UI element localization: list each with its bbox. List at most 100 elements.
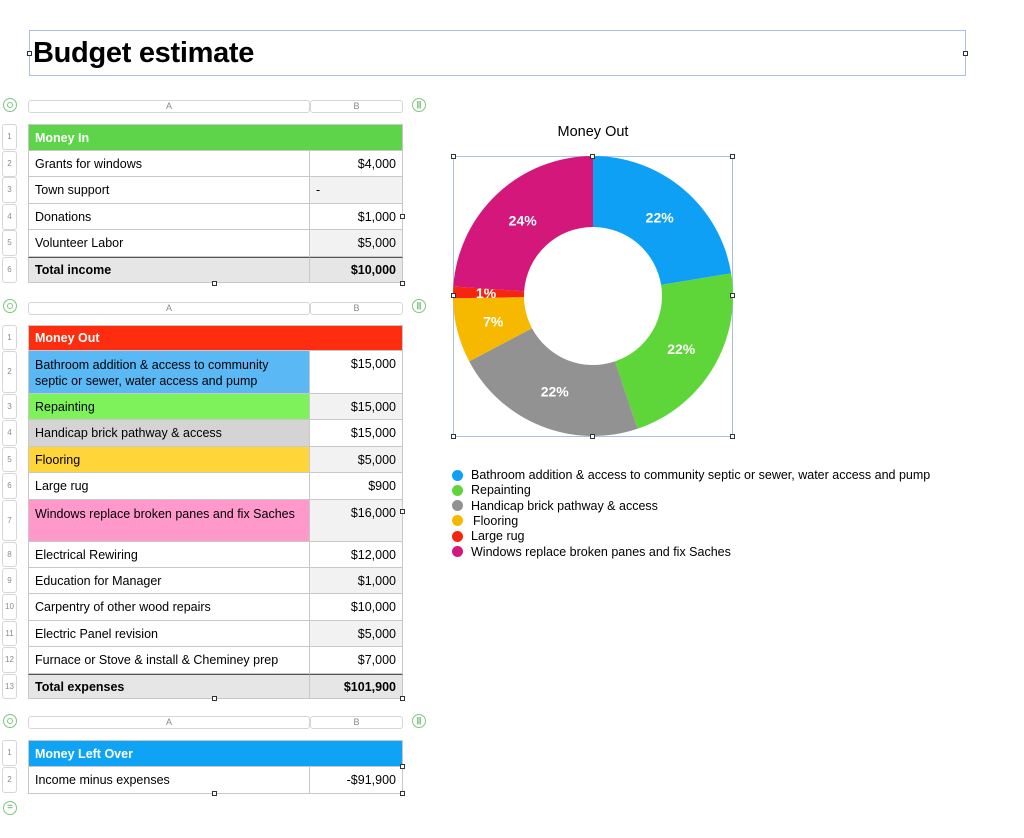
table-cell[interactable]: Repainting bbox=[28, 394, 310, 420]
table-cell[interactable]: Flooring bbox=[28, 447, 310, 473]
row-number[interactable]: 9 bbox=[2, 568, 17, 593]
row-number[interactable]: 2 bbox=[2, 351, 17, 393]
money-left-header[interactable]: Money Left Over bbox=[28, 740, 403, 767]
resize-handle[interactable] bbox=[400, 791, 405, 796]
resize-handle[interactable] bbox=[963, 51, 968, 56]
legend-item[interactable]: Bathroom addition & access to community … bbox=[452, 468, 930, 482]
row-number[interactable]: 5 bbox=[2, 447, 17, 472]
row-number[interactable]: 10 bbox=[2, 594, 17, 620]
money-out-header[interactable]: Money Out bbox=[28, 325, 403, 351]
column-header-a[interactable]: A bbox=[28, 716, 310, 729]
row-number[interactable]: 4 bbox=[2, 204, 17, 230]
row-number[interactable]: 2 bbox=[2, 151, 17, 177]
table-cell[interactable]: $900 bbox=[310, 473, 403, 500]
resize-handle[interactable] bbox=[730, 434, 735, 439]
row-number[interactable]: 6 bbox=[2, 257, 17, 283]
resize-handle[interactable] bbox=[212, 791, 217, 796]
table-cell[interactable]: $16,000 bbox=[310, 500, 403, 542]
row-number[interactable]: 1 bbox=[2, 325, 17, 350]
total-expenses-label[interactable]: Total expenses bbox=[28, 674, 310, 699]
row-number[interactable]: 13 bbox=[2, 674, 17, 699]
table-cell[interactable]: Electric Panel revision bbox=[28, 621, 310, 647]
row-number[interactable]: 11 bbox=[2, 621, 17, 646]
row-number[interactable]: 8 bbox=[2, 542, 17, 567]
column-header-b[interactable]: B bbox=[310, 302, 403, 315]
resize-handle[interactable] bbox=[590, 154, 595, 159]
table-cell[interactable]: Handicap brick pathway & access bbox=[28, 420, 310, 447]
resize-handle[interactable] bbox=[730, 293, 735, 298]
table-cell[interactable]: $15,000 bbox=[310, 351, 403, 394]
donut-slice[interactable] bbox=[614, 273, 733, 429]
resize-handle[interactable] bbox=[400, 696, 405, 701]
table-cell[interactable]: Income minus expenses bbox=[28, 767, 310, 794]
add-column-button[interactable]: || bbox=[412, 299, 426, 313]
resize-handle[interactable] bbox=[212, 281, 217, 286]
table-cell[interactable]: Volunteer Labor bbox=[28, 230, 310, 257]
table-cell[interactable]: $1,000 bbox=[310, 568, 403, 594]
table-cell[interactable]: $1,000 bbox=[310, 204, 403, 230]
table-cell[interactable]: Bathroom addition & access to community … bbox=[28, 351, 310, 394]
resize-handle[interactable] bbox=[212, 696, 217, 701]
total-expenses-value[interactable]: $101,900 bbox=[310, 674, 403, 699]
table-cell[interactable]: Furnace or Stove & install & Cheminey pr… bbox=[28, 647, 310, 674]
row-number[interactable]: 6 bbox=[2, 473, 17, 499]
money-left-value[interactable]: -$91,900 bbox=[310, 767, 403, 794]
table-cell[interactable]: - bbox=[310, 177, 403, 204]
table-cell[interactable]: $10,000 bbox=[310, 594, 403, 621]
table-cell[interactable]: Education for Manager bbox=[28, 568, 310, 594]
resize-handle[interactable] bbox=[400, 281, 405, 286]
resize-handle[interactable] bbox=[451, 434, 456, 439]
column-header-b[interactable]: B bbox=[310, 716, 403, 729]
row-number[interactable]: 3 bbox=[2, 177, 17, 203]
legend-item[interactable]: Windows replace broken panes and fix Sac… bbox=[452, 545, 731, 559]
legend-item[interactable]: Repainting bbox=[452, 483, 531, 497]
row-number[interactable]: 5 bbox=[2, 230, 17, 256]
resize-handle[interactable] bbox=[27, 51, 32, 56]
money-in-header[interactable]: Money In bbox=[28, 124, 403, 151]
legend-item[interactable]: Flooring bbox=[452, 514, 518, 528]
donut-slice[interactable] bbox=[453, 297, 532, 362]
resize-handle[interactable] bbox=[590, 434, 595, 439]
table-cell[interactable]: $15,000 bbox=[310, 394, 403, 420]
resize-handle[interactable] bbox=[730, 154, 735, 159]
resize-handle[interactable] bbox=[451, 293, 456, 298]
table-cell[interactable]: $5,000 bbox=[310, 447, 403, 473]
legend-item[interactable]: Large rug bbox=[452, 529, 525, 543]
row-number[interactable]: 12 bbox=[2, 647, 17, 673]
table-cell[interactable]: Donations bbox=[28, 204, 310, 230]
total-income-label[interactable]: Total income bbox=[28, 257, 310, 283]
total-income-value[interactable]: $10,000 bbox=[310, 257, 403, 283]
column-header-a[interactable]: A bbox=[28, 100, 310, 113]
table-cell[interactable]: $7,000 bbox=[310, 647, 403, 674]
row-number[interactable]: 7 bbox=[2, 500, 17, 541]
table-cell[interactable]: $5,000 bbox=[310, 621, 403, 647]
table-cell[interactable]: Large rug bbox=[28, 473, 310, 500]
row-number[interactable]: 3 bbox=[2, 394, 17, 419]
table-cell[interactable]: Windows replace broken panes and fix Sac… bbox=[28, 500, 310, 542]
row-number[interactable]: 4 bbox=[2, 420, 17, 446]
donut-slice[interactable] bbox=[593, 156, 732, 285]
table-select-button[interactable] bbox=[3, 98, 17, 112]
table-cell[interactable]: Grants for windows bbox=[28, 151, 310, 177]
donut-slice[interactable] bbox=[469, 328, 638, 436]
add-column-button[interactable]: || bbox=[412, 98, 426, 112]
donut-slice[interactable] bbox=[453, 156, 593, 292]
table-cell[interactable]: $5,000 bbox=[310, 230, 403, 257]
row-number[interactable]: 1 bbox=[2, 740, 17, 766]
table-select-button[interactable] bbox=[3, 714, 17, 728]
table-cell[interactable]: $4,000 bbox=[310, 151, 403, 177]
resize-handle[interactable] bbox=[451, 154, 456, 159]
resize-handle[interactable] bbox=[400, 764, 405, 769]
table-cell[interactable]: $12,000 bbox=[310, 542, 403, 568]
table-cell[interactable]: Carpentry of other wood repairs bbox=[28, 594, 310, 621]
donut-slice[interactable] bbox=[453, 286, 525, 299]
add-row-button[interactable]: = bbox=[3, 801, 17, 815]
table-cell[interactable]: $15,000 bbox=[310, 420, 403, 447]
row-number[interactable]: 1 bbox=[2, 124, 17, 150]
legend-item[interactable]: Handicap brick pathway & access bbox=[452, 499, 658, 513]
column-header-b[interactable]: B bbox=[310, 100, 403, 113]
table-cell[interactable]: Electrical Rewiring bbox=[28, 542, 310, 568]
resize-handle[interactable] bbox=[400, 509, 405, 514]
add-column-button[interactable]: || bbox=[412, 714, 426, 728]
table-cell[interactable]: Town support bbox=[28, 177, 310, 204]
